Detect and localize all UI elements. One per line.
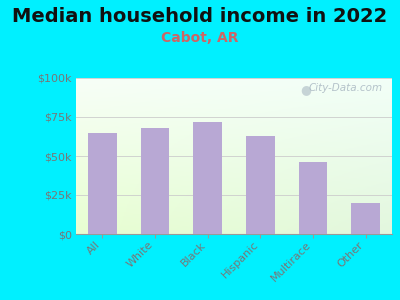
Text: City-Data.com: City-Data.com	[308, 83, 382, 93]
Bar	[140, 128, 170, 234]
Bar	[246, 136, 275, 234]
Bar	[351, 203, 380, 234]
Bar	[193, 122, 222, 234]
Text: Median household income in 2022: Median household income in 2022	[12, 8, 388, 26]
Text: Cabot, AR: Cabot, AR	[161, 32, 239, 46]
Text: ●: ●	[300, 83, 311, 96]
Bar	[88, 133, 117, 234]
Bar	[298, 162, 328, 234]
